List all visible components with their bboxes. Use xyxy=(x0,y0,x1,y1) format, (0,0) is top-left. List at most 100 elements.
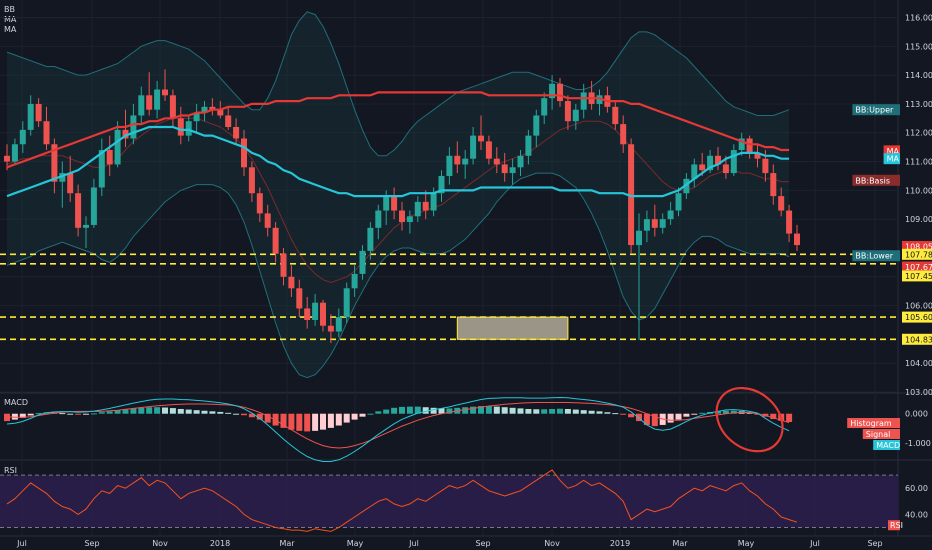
macd-histogram-bar xyxy=(209,411,216,414)
macd-histogram-bar xyxy=(59,413,66,415)
candle-body xyxy=(35,103,42,122)
y-tick-label: 113.000 xyxy=(905,100,932,109)
macd-histogram-bar xyxy=(327,413,334,428)
x-tick-label: Jul xyxy=(408,539,419,548)
x-tick-label: May xyxy=(347,539,364,548)
price-label: BB:Upper xyxy=(855,106,894,115)
macd-histogram-bar xyxy=(162,407,168,414)
candle-body xyxy=(770,173,777,197)
y-tick-label: 112.000 xyxy=(905,129,932,138)
candle-body xyxy=(146,95,153,110)
macd-histogram-bar xyxy=(651,413,658,427)
macd-histogram-bar xyxy=(288,413,295,430)
macd-histogram-bar xyxy=(596,411,603,414)
macd-histogram-bar xyxy=(715,411,721,414)
candle-body xyxy=(643,219,650,231)
macd-histogram-bar xyxy=(19,413,26,418)
x-tick-label: 2019 xyxy=(610,539,630,548)
candle-body xyxy=(786,210,793,234)
candle-body xyxy=(746,138,753,153)
y-tick-label: 110.000 xyxy=(905,186,932,195)
candle-body xyxy=(209,106,216,110)
candle-body xyxy=(651,219,658,228)
macd-histogram-bar xyxy=(588,410,595,414)
macd-histogram-bar xyxy=(612,413,619,415)
candle-body xyxy=(612,106,619,125)
macd-histogram-bar xyxy=(406,406,413,414)
candle-body xyxy=(549,83,556,99)
macd-histogram-bar xyxy=(580,410,587,414)
price-label: 105.600 xyxy=(905,313,932,322)
candle-body xyxy=(628,144,635,246)
candle-body xyxy=(762,158,769,174)
candle-body xyxy=(296,288,303,309)
candle-body xyxy=(659,219,666,228)
candle-body xyxy=(580,92,587,110)
candle-body xyxy=(233,126,240,139)
candle-body xyxy=(557,83,563,102)
candle-body xyxy=(19,129,26,145)
candle-body xyxy=(83,224,89,228)
price-label-box xyxy=(852,104,900,116)
price-label-box xyxy=(902,270,932,282)
macd-histogram-bar xyxy=(628,413,635,418)
macd-histogram-bar xyxy=(312,413,319,431)
macd-histogram-bar xyxy=(146,407,153,414)
candle-body xyxy=(59,173,66,182)
candle-body xyxy=(509,167,516,174)
macd-histogram-bar xyxy=(75,413,82,415)
y-tick-label: 103.000 xyxy=(905,388,932,397)
macd-histogram-bar xyxy=(541,409,548,414)
candle-body xyxy=(470,135,477,159)
macd-histogram-bar xyxy=(296,413,303,431)
candle-body xyxy=(485,141,492,159)
rsi-legend-box xyxy=(888,520,900,531)
macd-histogram-bar xyxy=(517,408,524,414)
macd-legend-label: Signal xyxy=(866,430,891,439)
candle-body xyxy=(367,227,374,251)
macd-histogram-bar xyxy=(604,412,611,414)
price-label-box xyxy=(902,240,932,252)
macd-histogram-bar xyxy=(351,413,358,420)
candle-body xyxy=(288,276,295,289)
macd-histogram-bar xyxy=(320,413,326,430)
candle-body xyxy=(572,109,579,122)
candle-body xyxy=(675,193,682,211)
macd-histogram-bar xyxy=(667,413,674,423)
candle-body xyxy=(794,233,800,246)
candle-body xyxy=(406,216,413,223)
candle-body xyxy=(4,155,10,162)
macd-y-tick: 0.000 xyxy=(905,410,928,419)
price-label: BB:Basis xyxy=(855,176,890,185)
candle-body xyxy=(667,210,674,220)
x-tick-label: Sep xyxy=(475,539,490,548)
macd-histogram-bar xyxy=(533,409,540,414)
candle-body xyxy=(130,115,137,139)
macd-histogram-bar xyxy=(430,407,437,414)
candle-body xyxy=(272,227,279,254)
candle-body xyxy=(715,155,721,165)
demand-zone-box xyxy=(456,316,569,340)
price-label-box xyxy=(852,250,900,262)
rsi-y-tick: 40.00 xyxy=(905,510,928,519)
candle-body xyxy=(636,230,642,246)
macd-histogram-bar xyxy=(335,413,342,426)
candle-body xyxy=(185,121,192,136)
macd-histogram-bar xyxy=(27,413,34,416)
candle-body xyxy=(478,135,484,142)
macd-histogram-bar xyxy=(225,412,232,414)
macd-histogram-bar xyxy=(130,408,137,414)
ma-fast-line xyxy=(6,125,790,198)
candle-body xyxy=(596,95,603,104)
macd-histogram-bar xyxy=(557,408,563,414)
macd-histogram-bar xyxy=(470,406,477,414)
candle-body xyxy=(533,115,540,136)
macd-histogram-bar xyxy=(177,408,184,414)
price-label: MA xyxy=(887,147,900,156)
macd-histogram-bar xyxy=(67,413,74,415)
price-label-box xyxy=(883,145,900,157)
price-label-box xyxy=(902,261,932,273)
macd-histogram-bar xyxy=(201,410,208,414)
macd-histogram-bar xyxy=(98,412,105,414)
